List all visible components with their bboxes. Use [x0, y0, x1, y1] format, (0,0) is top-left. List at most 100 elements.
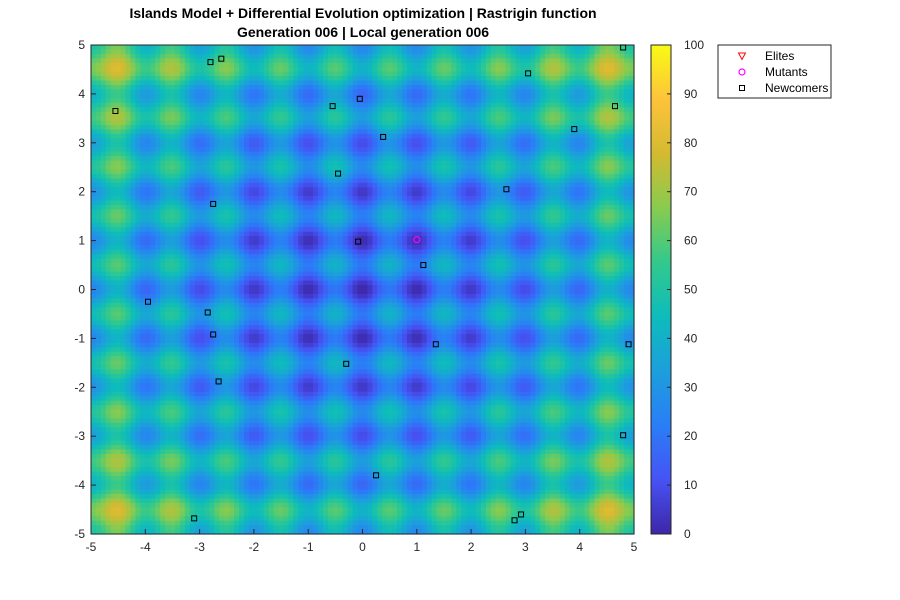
heatmap-cell: [140, 307, 146, 313]
heatmap-cell: [288, 480, 294, 486]
heatmap-cell: [120, 160, 127, 166]
heatmap-cell: [298, 178, 304, 184]
heatmap-cell: [100, 67, 107, 73]
heatmap-cell: [308, 213, 314, 219]
heatmap-cell: [135, 213, 141, 219]
heatmap-cell: [165, 205, 171, 211]
heatmap-cell: [303, 178, 309, 184]
heatmap-cell: [95, 191, 102, 197]
heatmap-cell: [110, 520, 117, 526]
heatmap-cell: [283, 276, 290, 282]
heatmap-cell: [239, 267, 245, 273]
heatmap-cell: [234, 240, 240, 246]
heatmap-cell: [268, 49, 275, 55]
heatmap-cell: [283, 311, 290, 317]
heatmap-cell: [224, 356, 230, 362]
heatmap-cell: [110, 187, 117, 193]
heatmap-cell: [135, 231, 141, 237]
heatmap-cell: [91, 396, 97, 402]
heatmap-cell: [155, 218, 161, 224]
heatmap-cell: [130, 347, 137, 353]
heatmap-cell: [229, 485, 235, 491]
heatmap-cell: [224, 529, 230, 535]
heatmap-cell: [293, 511, 299, 517]
heatmap-cell: [244, 298, 250, 304]
heatmap-cell: [160, 405, 166, 411]
heatmap-cell: [239, 240, 245, 246]
heatmap-cell: [288, 89, 294, 95]
heatmap-cell: [273, 307, 280, 313]
heatmap-cell: [189, 485, 196, 491]
heatmap-cell: [273, 418, 280, 424]
heatmap-cell: [288, 516, 294, 522]
heatmap-cell: [165, 342, 171, 348]
heatmap-cell: [224, 493, 230, 500]
heatmap-cell: [95, 102, 102, 108]
heatmap-cell: [263, 236, 270, 242]
heatmap-cell: [248, 329, 255, 335]
heatmap-cell: [234, 98, 240, 104]
heatmap-cell: [229, 267, 235, 273]
heatmap-cell: [303, 365, 309, 371]
heatmap-cell: [145, 98, 151, 104]
heatmap-cell: [165, 369, 171, 375]
heatmap-cell: [110, 356, 117, 362]
heatmap-cell: [214, 400, 220, 406]
heatmap-cell: [263, 409, 270, 415]
heatmap-cell: [313, 93, 319, 99]
heatmap-cell: [145, 316, 151, 322]
heatmap-cell: [91, 507, 97, 513]
heatmap-cell: [209, 458, 216, 464]
heatmap-cell: [155, 342, 161, 348]
heatmap-cell: [165, 498, 171, 504]
heatmap-cell: [155, 253, 161, 259]
heatmap-cell: [155, 351, 161, 357]
heatmap-cell: [150, 391, 156, 397]
heatmap-cell: [155, 418, 161, 424]
heatmap-cell: [174, 187, 181, 193]
heatmap-cell: [308, 307, 314, 313]
heatmap-cell: [160, 453, 166, 460]
heatmap-cell: [140, 169, 146, 175]
heatmap-cell: [283, 160, 290, 166]
heatmap-cell: [288, 205, 294, 211]
heatmap-cell: [100, 231, 107, 237]
heatmap-cell: [155, 507, 161, 513]
heatmap-cell: [110, 427, 117, 433]
heatmap-cell: [145, 200, 151, 206]
heatmap-cell: [184, 436, 191, 442]
heatmap-cell: [209, 276, 216, 282]
heatmap-cell: [239, 71, 245, 77]
heatmap-cell: [184, 427, 191, 433]
heatmap-cell: [273, 467, 280, 473]
heatmap-cell: [100, 436, 107, 442]
heatmap-cell: [169, 396, 176, 402]
heatmap-cell: [130, 49, 137, 55]
heatmap-cell: [95, 467, 102, 473]
heatmap-cell: [248, 151, 255, 157]
heatmap-cell: [308, 76, 314, 82]
heatmap-cell: [140, 476, 146, 482]
heatmap-cell: [199, 342, 206, 348]
heatmap-cell: [100, 298, 107, 304]
heatmap-cell: [268, 462, 275, 468]
heatmap-cell: [308, 187, 314, 193]
heatmap-cell: [214, 205, 220, 211]
heatmap-cell: [155, 102, 161, 108]
heatmap-cell: [105, 200, 112, 206]
heatmap-cell: [140, 107, 146, 113]
heatmap-cell: [130, 365, 137, 371]
heatmap-cell: [244, 453, 250, 460]
heatmap-cell: [184, 431, 191, 437]
heatmap-cell: [105, 178, 112, 184]
heatmap-cell: [293, 498, 299, 504]
heatmap-cell: [115, 120, 122, 126]
heatmap-cell: [174, 413, 181, 420]
heatmap-cell: [263, 156, 270, 162]
heatmap-cell: [308, 111, 314, 117]
heatmap-cell: [239, 276, 245, 282]
heatmap-cell: [214, 45, 220, 51]
heatmap-cell: [288, 102, 294, 108]
heatmap-cell: [91, 458, 97, 464]
heatmap-cell: [308, 338, 314, 344]
